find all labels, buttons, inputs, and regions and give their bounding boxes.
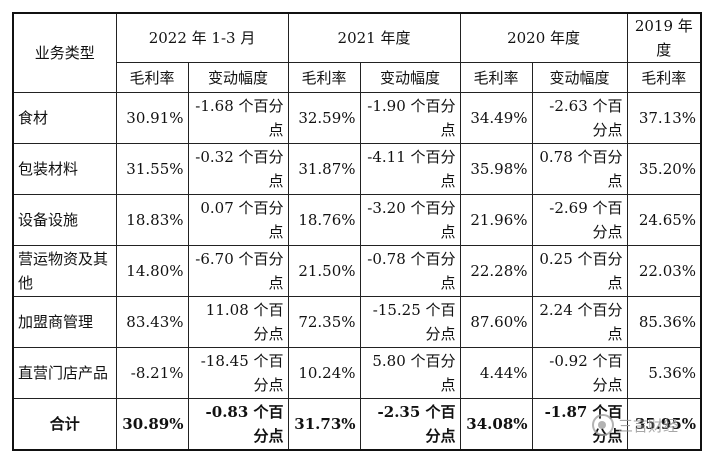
category-cell: 设备设施 [12, 194, 117, 246]
gross-margin-cell: 35.95% [626, 398, 702, 450]
gross-margin-cell: 18.76% [287, 194, 361, 246]
table-row: 设备设施 18.83% 0.07 个百分点 18.76% -3.20 个百分点 21.96… [12, 194, 702, 246]
period-header-2019: 2019 年度 [626, 12, 702, 63]
period-header-2022q1: 2022 年 1-3 月 [115, 12, 289, 63]
gross-margin-cell: 24.65% [626, 194, 702, 246]
change-cell: -0.92 个百分点 [531, 347, 628, 399]
category-header: 业务类型 [12, 12, 117, 93]
change-cell: -18.45 个百分点 [187, 347, 289, 399]
table-row: 直营门店产品 -8.21% -18.45 个百分点 10.24% 5.80 个百分点 4.… [12, 347, 702, 399]
gross-margin-cell: 34.08% [459, 398, 533, 450]
gross-margin-cell: 5.36% [626, 347, 702, 399]
gross-margin-cell: 87.60% [459, 296, 533, 348]
period-header-2020: 2020 年度 [459, 12, 628, 63]
gross-margin-cell: 31.55% [115, 143, 189, 195]
gross-margin-header: 毛利率 [287, 62, 361, 93]
change-cell: -0.32 个百分点 [187, 143, 289, 195]
gross-margin-cell: 30.91% [115, 92, 189, 144]
category-cell: 加盟商管理 [12, 296, 117, 348]
gross-margin-cell: 32.59% [287, 92, 361, 144]
category-cell: 营运物资及其他 [12, 245, 117, 297]
gross-margin-cell: 10.24% [287, 347, 361, 399]
gross-margin-cell: 21.96% [459, 194, 533, 246]
table-row: 包装材料 31.55% -0.32 个百分点 31.87% -4.11 个百分点 35.9… [12, 143, 702, 195]
gross-margin-cell: 14.80% [115, 245, 189, 297]
change-cell: 5.80 个百分点 [359, 347, 461, 399]
change-cell: -6.70 个百分点 [187, 245, 289, 297]
period-header-2021: 2021 年度 [287, 12, 461, 63]
change-header: 变动幅度 [531, 62, 628, 93]
gross-margin-cell: 72.35% [287, 296, 361, 348]
gross-margin-cell: 22.28% [459, 245, 533, 297]
change-cell: 0.07 个百分点 [187, 194, 289, 246]
gross-margin-cell: 21.50% [287, 245, 361, 297]
category-cell: 包装材料 [12, 143, 117, 195]
change-cell: -2.69 个百分点 [531, 194, 628, 246]
change-cell: -0.83 个百分点 [187, 398, 289, 450]
change-header: 变动幅度 [359, 62, 461, 93]
gross-margin-header: 毛利率 [115, 62, 189, 93]
change-cell: -3.20 个百分点 [359, 194, 461, 246]
table-row: 营运物资及其他 14.80% -6.70 个百分点 21.50% -0.78 个百分点 2… [12, 245, 702, 297]
change-cell: 0.78 个百分点 [531, 143, 628, 195]
category-cell: 食材 [12, 92, 117, 144]
table-row: 食材 30.91% -1.68 个百分点 32.59% -1.90 个百分点 34.49%… [12, 92, 702, 144]
gross-margin-cell: 85.36% [626, 296, 702, 348]
change-cell: -2.63 个百分点 [531, 92, 628, 144]
change-cell: -1.68 个百分点 [187, 92, 289, 144]
category-cell: 直营门店产品 [12, 347, 117, 399]
gross-margin-header: 毛利率 [459, 62, 533, 93]
gross-margin-table: 业务类型 2022 年 1-3 月 2021 年度 2020 年度 2019 年… [12, 12, 703, 451]
gross-margin-cell: 4.44% [459, 347, 533, 399]
table-row: 加盟商管理 83.43% 11.08 个百分点 72.35% -15.25 个百分点 87… [12, 296, 702, 348]
gross-margin-cell: 34.49% [459, 92, 533, 144]
change-cell: 2.24 个百分点 [531, 296, 628, 348]
total-label: 合计 [12, 398, 117, 450]
gross-margin-cell: 35.20% [626, 143, 702, 195]
change-cell: 0.25 个百分点 [531, 245, 628, 297]
gross-margin-cell: 31.87% [287, 143, 361, 195]
gross-margin-cell: 30.89% [115, 398, 189, 450]
change-cell: -1.90 个百分点 [359, 92, 461, 144]
change-cell: -15.25 个百分点 [359, 296, 461, 348]
gross-margin-header: 毛利率 [626, 62, 702, 93]
gross-margin-cell: 22.03% [626, 245, 702, 297]
total-row: 合计 30.89% -0.83 个百分点 31.73% -2.35 个百分点 34.08%… [12, 398, 702, 450]
change-cell: -2.35 个百分点 [359, 398, 461, 450]
gross-margin-cell: 31.73% [287, 398, 361, 450]
gross-margin-cell: -8.21% [115, 347, 189, 399]
change-cell: -4.11 个百分点 [359, 143, 461, 195]
change-header: 变动幅度 [187, 62, 289, 93]
gross-margin-cell: 83.43% [115, 296, 189, 348]
gross-margin-cell: 37.13% [626, 92, 702, 144]
change-cell: -1.87 个百分点 [531, 398, 628, 450]
gross-margin-cell: 35.98% [459, 143, 533, 195]
change-cell: 11.08 个百分点 [187, 296, 289, 348]
change-cell: -0.78 个百分点 [359, 245, 461, 297]
gross-margin-cell: 18.83% [115, 194, 189, 246]
